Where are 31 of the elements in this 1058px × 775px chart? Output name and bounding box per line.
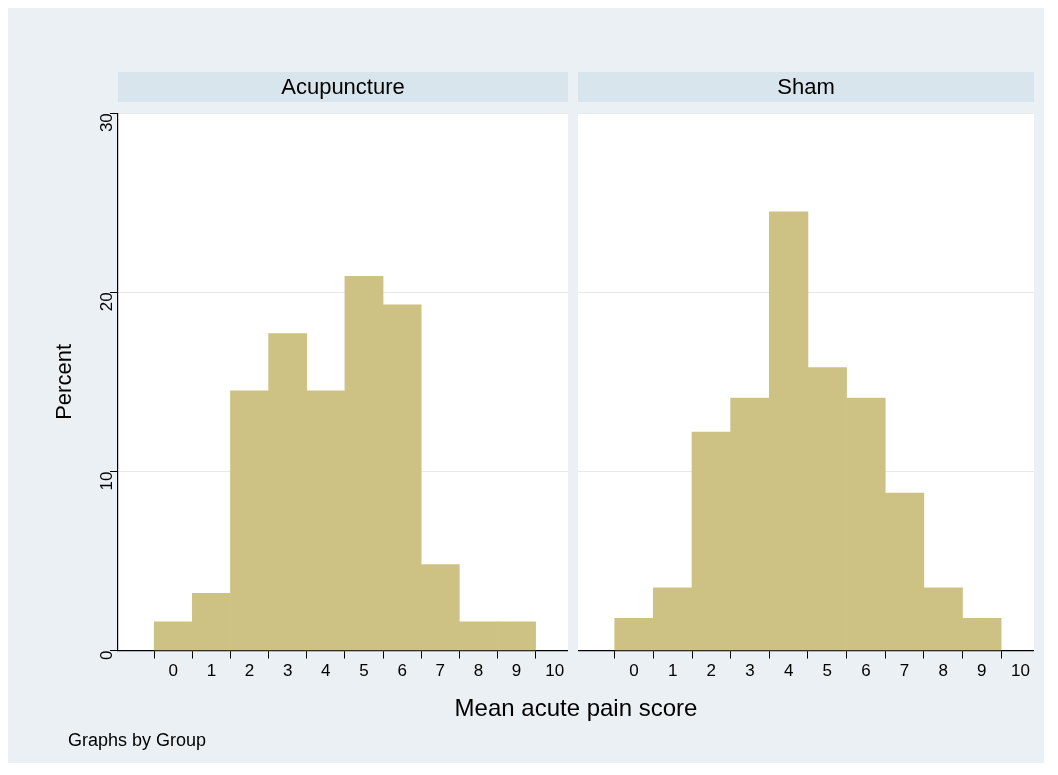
x-tick-label: 10 <box>545 661 565 681</box>
x-tick-label: 1 <box>667 661 678 681</box>
x-tick-label: 8 <box>473 661 484 681</box>
y-tick-label: 30 <box>96 113 116 133</box>
y-tick-label: 0 <box>96 650 116 661</box>
x-tick-label: 6 <box>397 661 407 681</box>
x-tick-label: 4 <box>321 661 331 681</box>
x-tick-label: 4 <box>783 661 794 681</box>
x-tick-label: 7 <box>435 661 445 681</box>
x-tick-label: 1 <box>206 661 217 681</box>
x-tick-label: 2 <box>244 661 255 681</box>
x-tick-label: 5 <box>359 661 369 681</box>
x-axis-title: Mean acute pain score <box>453 694 699 722</box>
x-tick-label: 5 <box>822 661 832 681</box>
x-tick-label: 0 <box>168 661 179 681</box>
y-tick-label: 20 <box>96 292 116 312</box>
x-tick-label: 9 <box>511 661 522 681</box>
x-tick-label: 2 <box>706 661 717 681</box>
x-tick-label: 7 <box>899 661 910 681</box>
x-tick-label: 8 <box>938 661 948 681</box>
x-tick-label: 10 <box>1011 661 1030 681</box>
x-tick-label: 3 <box>745 661 755 681</box>
x-tick-label: 0 <box>629 661 639 681</box>
y-tick-label: 10 <box>96 471 116 491</box>
x-tick-label: 9 <box>977 661 987 681</box>
chart-title: Sham <box>578 72 1034 102</box>
chart-title: Acupuncture <box>118 72 568 102</box>
x-tick-label: 3 <box>282 661 293 681</box>
text: Graphs by Group <box>68 730 207 751</box>
x-tick-label: 6 <box>861 661 871 681</box>
y-axis-title: Percent <box>51 343 77 420</box>
